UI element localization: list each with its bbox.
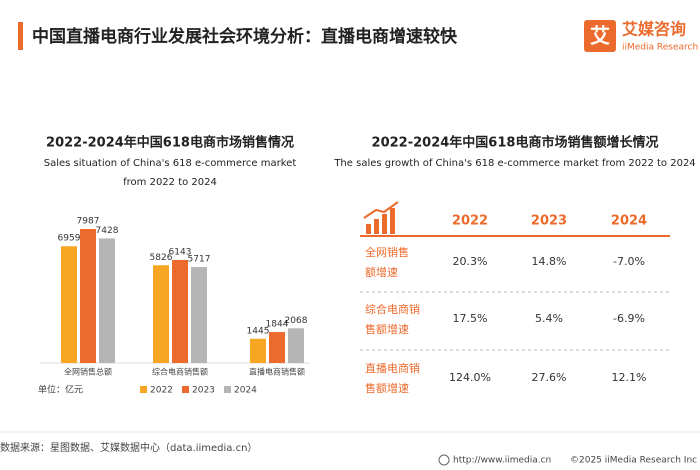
title-bar (18, 22, 23, 50)
logo-sub: iiMedia Research (622, 43, 698, 53)
bar (250, 338, 266, 363)
legend-swatch (140, 386, 147, 393)
chart-subtitle: from 2022 to 2024 (123, 177, 217, 188)
growth-icon (363, 201, 399, 234)
logo-mark: 艾 (590, 24, 610, 48)
legend-swatch (182, 386, 189, 393)
cell: 27.6% (532, 371, 567, 384)
row-label: 额增速 (365, 265, 398, 279)
legend-label: 2024 (234, 386, 257, 396)
bar (288, 328, 304, 363)
value-label: 6143 (169, 247, 192, 257)
cell: 12.1% (612, 371, 647, 384)
cell: 14.8% (532, 255, 567, 268)
bar (80, 229, 96, 363)
column-header: 2023 (531, 214, 567, 229)
bar (153, 265, 169, 363)
table-title: 2022-2024年中国618电商市场销售额增长情况 (372, 135, 659, 151)
value-label: 7987 (77, 217, 100, 227)
x-tick-label: 直播电商销售额 (249, 367, 305, 377)
bar (172, 259, 188, 363)
value-label: 6959 (58, 234, 81, 244)
row-label: 全网销售 (365, 245, 409, 259)
cell: 20.3% (453, 255, 488, 268)
source: 数据来源：星图数据、艾媒数据中心（data.iimedia.cn） (0, 441, 257, 454)
cell: 17.5% (453, 312, 488, 325)
bar (269, 332, 285, 363)
value-label: 2068 (285, 316, 308, 326)
value-label: 5826 (150, 253, 173, 263)
bar (191, 267, 207, 363)
value-label: 1445 (247, 326, 270, 336)
row-label: 售额增速 (365, 322, 409, 336)
row-label: 综合电商销 (365, 302, 420, 316)
value-label: 1844 (266, 320, 289, 330)
globe-icon (438, 454, 450, 466)
url: http://www.iimedia.cn (453, 456, 551, 466)
row-label: 直播电商销 (365, 361, 420, 375)
chart-title: 2022-2024年中国618电商市场销售情况 (46, 135, 294, 151)
cell: -6.9% (613, 312, 645, 325)
value-label: 5717 (188, 255, 211, 265)
column-header: 2024 (611, 214, 647, 229)
row-label: 售额增速 (365, 381, 409, 395)
bar (61, 246, 77, 363)
column-header: 2022 (452, 214, 488, 229)
chart-subtitle: Sales situation of China's 618 e-commerc… (44, 158, 297, 169)
logo-name: 艾媒咨询 (622, 20, 686, 39)
legend-label: 2022 (150, 386, 173, 396)
bar (99, 238, 115, 363)
copyright: ©2025 iiMedia Research Inc (570, 456, 697, 466)
legend-label: 2023 (192, 386, 215, 396)
cell: 5.4% (535, 312, 563, 325)
x-tick-label: 综合电商销售额 (152, 367, 208, 377)
cell: 124.0% (449, 371, 491, 384)
slide-title: 中国直播电商行业发展社会环境分析：直播电商增速较快 (32, 26, 458, 47)
unit: 单位：亿元 (38, 384, 83, 396)
cell: -7.0% (613, 255, 645, 268)
value-label: 7428 (96, 226, 119, 236)
x-tick-label: 全网销售总额 (64, 367, 112, 377)
legend-swatch (224, 386, 231, 393)
table-subtitle: The sales growth of China's 618 e-commer… (333, 158, 695, 169)
logo-box (584, 20, 616, 52)
